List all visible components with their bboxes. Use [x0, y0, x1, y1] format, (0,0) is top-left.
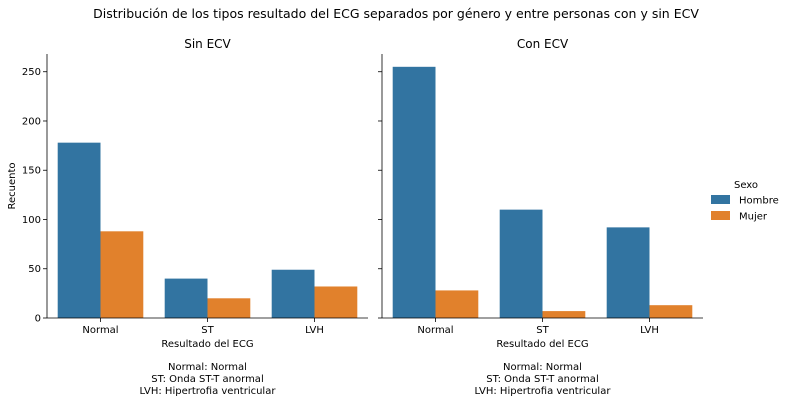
panel-title: Con ECV — [517, 37, 569, 51]
x-tick-label: LVH — [640, 325, 659, 336]
bar-mujer-normal — [100, 231, 144, 318]
caption-line: LVH: Hipertrofia ventricular — [140, 386, 277, 397]
bar-hombre-lvh — [606, 227, 650, 318]
x-tick-label: ST — [536, 325, 549, 336]
x-tick-label: Normal — [82, 325, 118, 336]
panel-2: Normal ST LVH Con ECV Resultado del ECG Norma… — [378, 37, 703, 397]
bar-hombre-normal — [57, 142, 101, 318]
y-tick-label: 100 — [22, 215, 41, 226]
y-tick-label: 50 — [28, 264, 41, 275]
bar-hombre-lvh — [271, 269, 315, 318]
bar-mujer-lvh — [314, 286, 358, 318]
bar-mujer-lvh — [649, 305, 693, 318]
caption-line: Normal: Normal — [168, 362, 247, 373]
figure-title: Distribución de los tipos resultado del … — [93, 6, 699, 21]
bar-hombre-normal — [392, 66, 436, 318]
bar-mujer-st — [207, 298, 251, 318]
legend: Sexo Hombre Mujer — [711, 180, 779, 223]
caption-line: LVH: Hipertrofia ventricular — [475, 386, 612, 397]
x-tick-label: Normal — [417, 325, 453, 336]
legend-label-mujer: Mujer — [739, 212, 768, 223]
y-tick-label: 250 — [22, 67, 41, 78]
bar-hombre-st — [164, 278, 208, 318]
x-tick-label: ST — [201, 325, 214, 336]
bar-mujer-st — [542, 311, 586, 318]
caption-line: ST: Onda ST-T anormal — [486, 374, 598, 385]
chart-panels: 0 50 100 150 200 250 Normal ST LVH Sin ECV Resulta… — [7, 37, 703, 397]
legend-title: Sexo — [734, 180, 758, 191]
panel-1: 0 50 100 150 200 250 Normal ST LVH Sin ECV Resulta… — [7, 37, 368, 397]
bar-hombre-st — [499, 209, 543, 318]
panel-title: Sin ECV — [184, 37, 231, 51]
y-tick-label: 150 — [22, 166, 41, 177]
x-axis-label: Resultado del ECG — [496, 339, 588, 350]
legend-swatch-mujer — [711, 211, 730, 220]
caption-line: ST: Onda ST-T anormal — [151, 374, 263, 385]
bar-mujer-normal — [435, 290, 479, 318]
x-axis-label: Resultado del ECG — [161, 339, 253, 350]
caption-line: Normal: Normal — [503, 362, 582, 373]
legend-label-hombre: Hombre — [739, 196, 779, 207]
x-tick-label: LVH — [305, 325, 324, 336]
legend-swatch-hombre — [711, 195, 730, 204]
y-axis-label: Recuento — [7, 162, 18, 209]
y-tick-label: 200 — [22, 116, 41, 127]
y-tick-label: 0 — [35, 314, 41, 325]
